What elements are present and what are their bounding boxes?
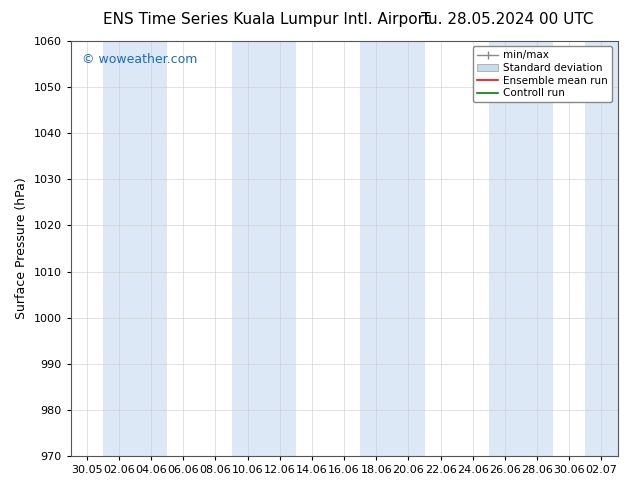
Text: Tu. 28.05.2024 00 UTC: Tu. 28.05.2024 00 UTC — [421, 12, 593, 27]
Bar — [103, 41, 167, 456]
Text: ENS Time Series Kuala Lumpur Intl. Airport: ENS Time Series Kuala Lumpur Intl. Airpo… — [103, 12, 430, 27]
Bar — [585, 41, 618, 456]
Bar — [360, 41, 425, 456]
Bar — [489, 41, 553, 456]
Text: © woweather.com: © woweather.com — [82, 53, 197, 67]
Legend: min/max, Standard deviation, Ensemble mean run, Controll run: min/max, Standard deviation, Ensemble me… — [473, 46, 612, 102]
Bar — [231, 41, 296, 456]
Y-axis label: Surface Pressure (hPa): Surface Pressure (hPa) — [15, 178, 28, 319]
